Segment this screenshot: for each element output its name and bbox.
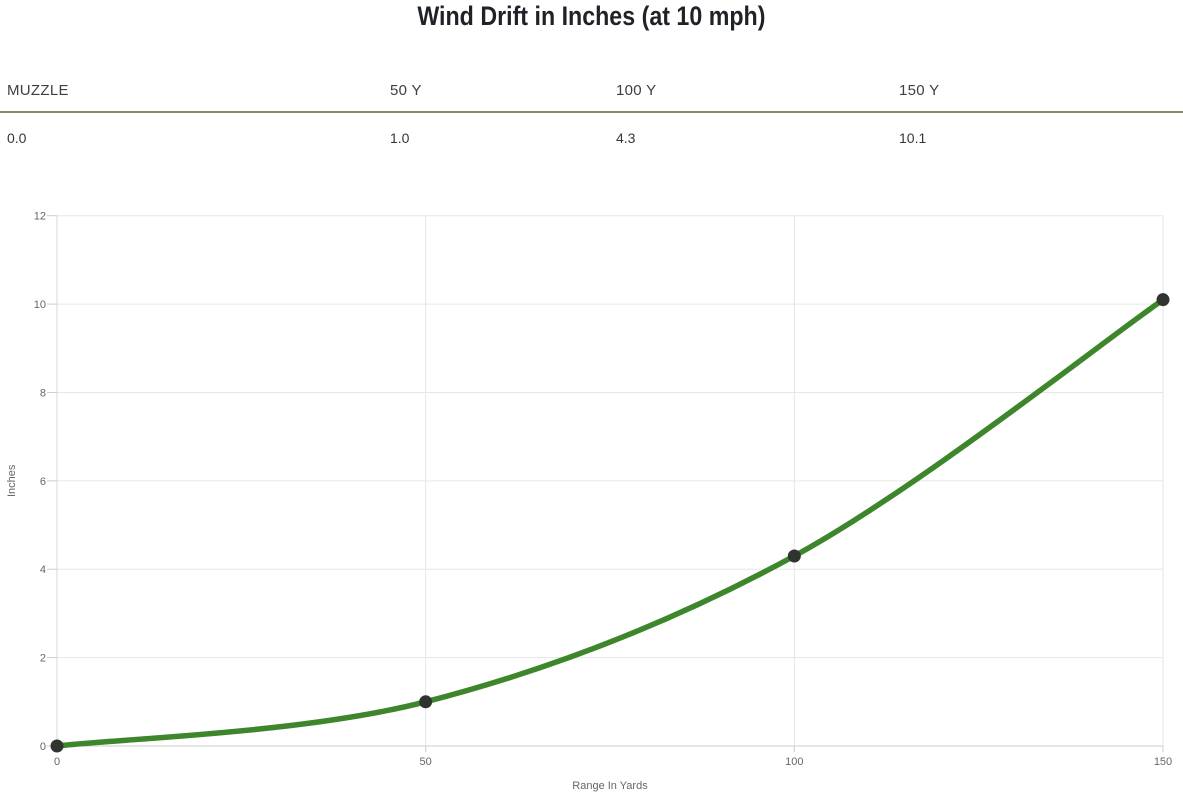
table-value-muzzle: 0.0 <box>7 130 27 146</box>
table-header-row: MUZZLE 50 Y 100 Y 150 Y <box>0 82 1183 113</box>
y-tick-label: 8 <box>40 387 46 399</box>
y-tick-label: 10 <box>34 299 46 311</box>
drift-data-table: MUZZLE 50 Y 100 Y 150 Y 0.0 1.0 4.3 10.1 <box>0 82 1183 146</box>
table-header-50y: 50 Y <box>390 82 422 99</box>
page-title: Wind Drift in Inches (at 10 mph) <box>417 1 766 31</box>
table-value-150y: 10.1 <box>899 130 927 146</box>
y-tick-label: 6 <box>40 476 46 488</box>
table-value-50y: 1.0 <box>390 130 410 146</box>
title-bar: Wind Drift in Inches (at 10 mph) <box>0 0 1183 32</box>
data-point[interactable] <box>50 739 64 753</box>
y-axis-title: Inches <box>6 464 18 497</box>
table-value-row: 0.0 1.0 4.3 10.1 <box>0 113 1183 146</box>
x-tick-label: 50 <box>420 756 432 768</box>
y-tick-label: 12 <box>34 211 46 223</box>
y-tick-label: 0 <box>40 741 46 753</box>
y-tick-label: 2 <box>40 653 46 665</box>
table-header-150y: 150 Y <box>899 82 940 99</box>
x-tick-label: 150 <box>1154 756 1172 768</box>
data-point[interactable] <box>787 549 801 563</box>
x-tick-label: 100 <box>785 756 803 768</box>
x-axis-title: Range In Yards <box>572 780 648 792</box>
x-tick-label: 0 <box>54 756 60 768</box>
data-point[interactable] <box>419 695 433 709</box>
table-value-100y: 4.3 <box>616 130 636 146</box>
table-header-muzzle: MUZZLE <box>7 82 69 99</box>
table-header-100y: 100 Y <box>616 82 657 99</box>
wind-drift-chart: 0 2 4 6 8 10 12 0 50 100 150 Inches Range In Yards <box>0 190 1183 793</box>
y-tick-label: 4 <box>40 564 46 576</box>
data-point[interactable] <box>1156 293 1170 307</box>
series-line-wind-drift <box>54 296 1166 749</box>
